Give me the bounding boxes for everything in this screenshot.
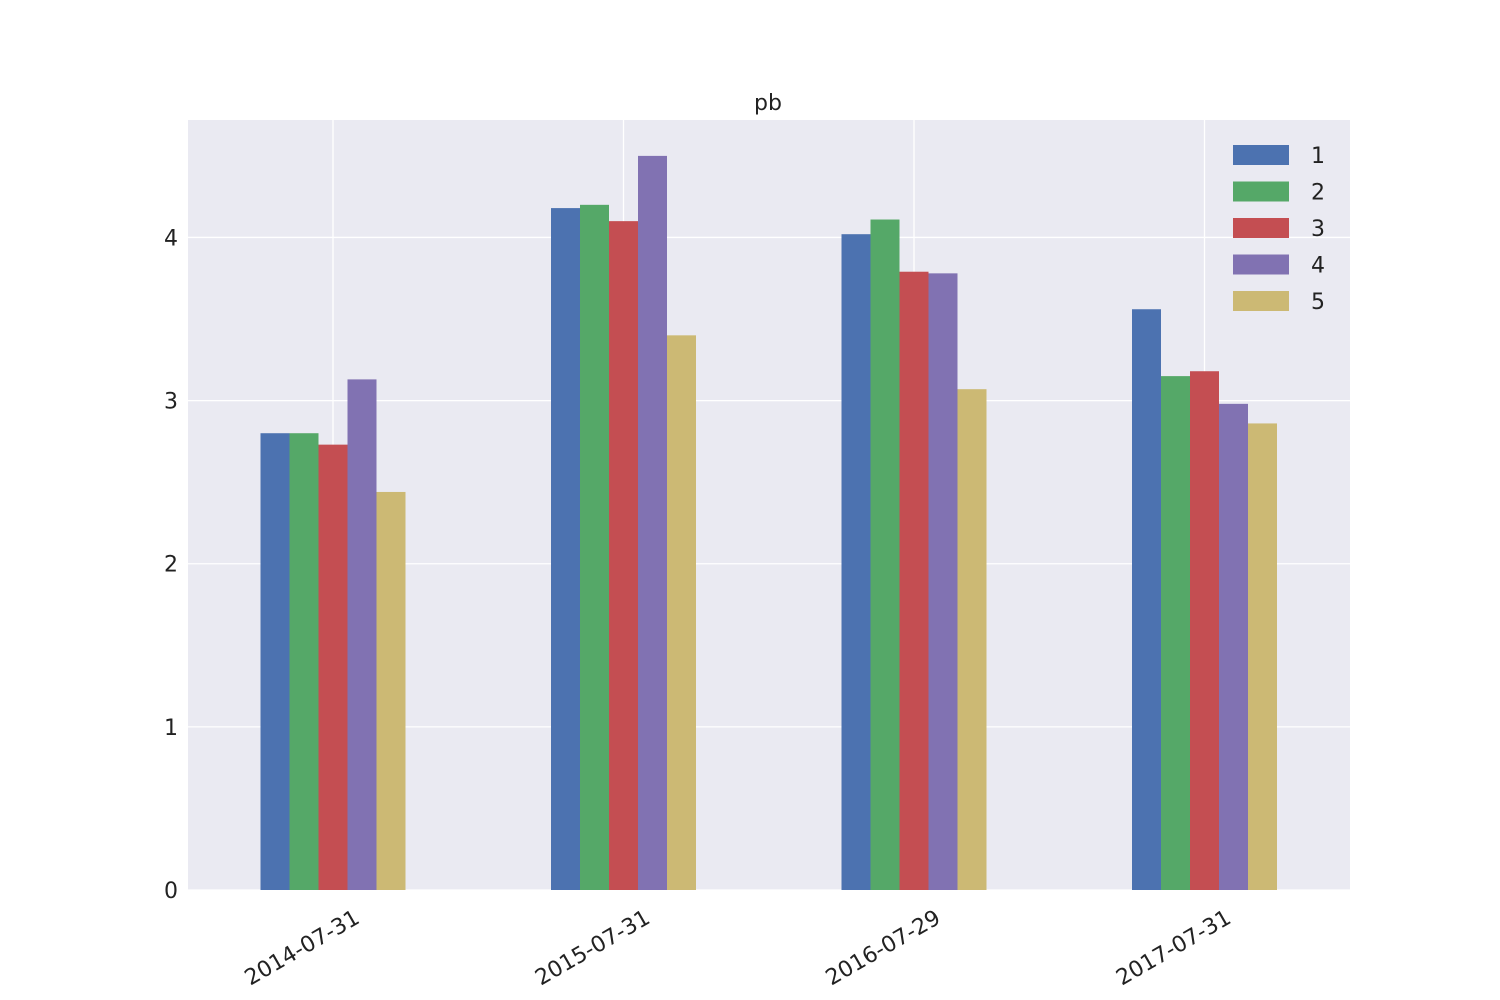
legend-label: 4 <box>1311 254 1325 279</box>
legend-swatch <box>1233 181 1289 202</box>
bar-series-1 <box>841 234 871 890</box>
bar-series-5 <box>1248 423 1277 890</box>
x-axis-ticks: 2014-07-31 2015-07-31 2016-07-29 2017-07-31 <box>241 906 1236 992</box>
legend-label: 2 <box>1311 181 1325 206</box>
legend-label: 3 <box>1311 217 1325 242</box>
y-tick-label: 2 <box>164 553 178 578</box>
bar-series-3 <box>1190 371 1219 890</box>
y-tick-label: 4 <box>164 226 178 251</box>
legend-swatch <box>1233 145 1289 165</box>
x-tick-label: 2016-07-29 <box>822 906 945 992</box>
bar-series-1 <box>260 433 290 890</box>
bar-series-2 <box>1161 376 1190 890</box>
bar-series-5 <box>667 335 696 890</box>
bar-series-5 <box>957 389 987 890</box>
legend-swatch <box>1233 291 1289 311</box>
bar-series-4 <box>347 379 377 890</box>
bar-series-4 <box>928 273 958 891</box>
y-tick-label: 0 <box>164 879 178 904</box>
legend-swatch <box>1233 254 1289 275</box>
x-tick-label: 2017-07-31 <box>1112 906 1235 992</box>
bar-series-2 <box>870 219 900 891</box>
y-tick-label: 1 <box>164 716 178 741</box>
bar-series-1 <box>1132 309 1161 890</box>
bar-series-3 <box>318 444 348 890</box>
bar-series-4 <box>638 155 667 890</box>
bars <box>260 155 1277 891</box>
legend-swatch <box>1233 218 1289 238</box>
y-axis-ticks: 0 1 2 3 4 <box>164 226 178 904</box>
bar-series-3 <box>899 271 929 891</box>
y-tick-label: 3 <box>164 390 178 415</box>
x-tick-label: 2014-07-31 <box>241 906 364 992</box>
bar-series-2 <box>580 204 609 890</box>
legend: 1 2 3 4 5 <box>1233 144 1325 315</box>
bar-series-2 <box>289 433 319 890</box>
bar-series-4 <box>1219 403 1248 890</box>
bar-series-1 <box>551 208 580 891</box>
bar-series-5 <box>376 491 406 890</box>
legend-label: 5 <box>1311 290 1325 315</box>
x-tick-label: 2015-07-31 <box>531 906 654 992</box>
chart-title: pb <box>754 91 782 116</box>
legend-label: 1 <box>1311 144 1325 169</box>
bar-series-3 <box>609 221 638 891</box>
